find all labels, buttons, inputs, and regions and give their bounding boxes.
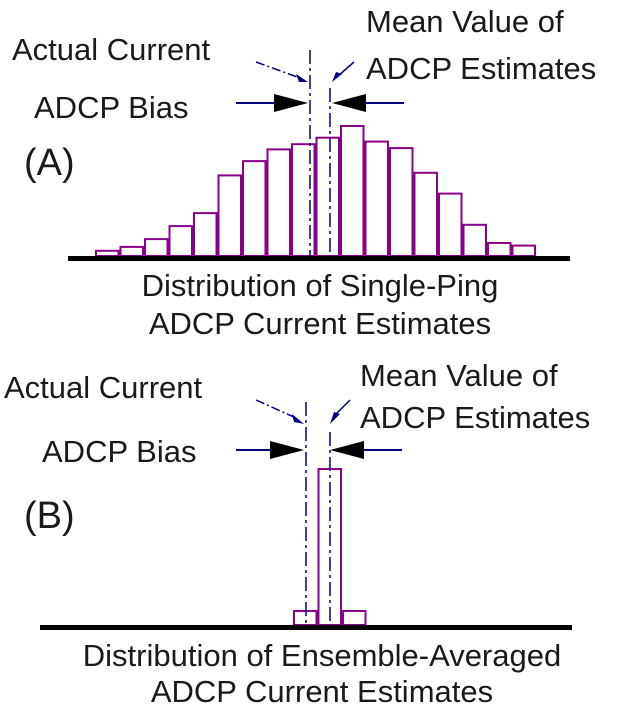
histogram-bar bbox=[168, 225, 193, 258]
bias-right-arrowhead-b bbox=[330, 441, 364, 459]
caption-a-line2: ADCP Current Estimates bbox=[149, 306, 491, 341]
histogram-bar bbox=[315, 136, 340, 257]
mean-value-label-a-line1: Mean Value of bbox=[366, 4, 564, 39]
actual-current-leader-a bbox=[255, 61, 301, 79]
histogram-bar bbox=[144, 238, 169, 258]
panel-label-a: (A) bbox=[24, 142, 75, 184]
histogram-bar bbox=[340, 125, 365, 257]
caption-b-line1: Distribution of Ensemble-Averaged bbox=[83, 638, 561, 673]
baseline-a bbox=[68, 256, 570, 261]
histogram-bar bbox=[413, 171, 438, 257]
baseline-b bbox=[40, 625, 572, 630]
histogram-bar bbox=[438, 192, 463, 258]
panel-b: Actual Current Mean Value of ADCP Estima… bbox=[4, 358, 590, 709]
adcp-bias-label-a: ADCP Bias bbox=[34, 90, 189, 125]
histogram-bar bbox=[487, 242, 512, 257]
histogram-bar bbox=[342, 610, 367, 626]
histogram-bar bbox=[193, 212, 218, 258]
histogram-bar bbox=[462, 223, 487, 258]
actual-current-leader-arrowhead-a bbox=[296, 74, 308, 82]
bias-left-arrowhead-b bbox=[270, 441, 304, 459]
histogram-bar bbox=[242, 160, 267, 258]
bias-left-arrowhead-a bbox=[274, 94, 308, 112]
actual-current-leader-b bbox=[255, 399, 297, 419]
panel-label-b: (B) bbox=[24, 495, 75, 537]
histogram-bar bbox=[95, 249, 120, 258]
histogram-bar bbox=[364, 140, 389, 258]
mean-value-label-b-line1: Mean Value of bbox=[360, 358, 558, 393]
panel-a: Actual Current Mean Value of ADCP Estima… bbox=[12, 4, 596, 341]
mean-value-label-b-line2: ADCP Estimates bbox=[360, 400, 590, 435]
caption-b-line2: ADCP Current Estimates bbox=[151, 674, 493, 709]
mean-value-leader-arrowhead-a bbox=[332, 72, 342, 82]
caption-a-line1: Distribution of Single-Ping bbox=[142, 268, 499, 303]
adcp-bias-label-b: ADCP Bias bbox=[42, 434, 197, 469]
actual-current-label-b: Actual Current bbox=[4, 370, 203, 405]
histogram-bar bbox=[389, 147, 414, 258]
histogram-bar bbox=[266, 148, 291, 257]
actual-current-leader-arrowhead-b bbox=[292, 414, 304, 424]
mean-value-label-a-line2: ADCP Estimates bbox=[366, 51, 596, 86]
histogram-bar bbox=[119, 245, 144, 257]
histogram-bar bbox=[217, 174, 242, 257]
histogram-bar bbox=[291, 143, 316, 257]
histogram-bars-a bbox=[95, 125, 536, 258]
histogram-bar bbox=[511, 244, 536, 258]
mean-value-leader-arrowhead-b bbox=[330, 412, 340, 424]
bias-right-arrowhead-a bbox=[332, 94, 366, 112]
actual-current-label-a: Actual Current bbox=[12, 32, 211, 67]
